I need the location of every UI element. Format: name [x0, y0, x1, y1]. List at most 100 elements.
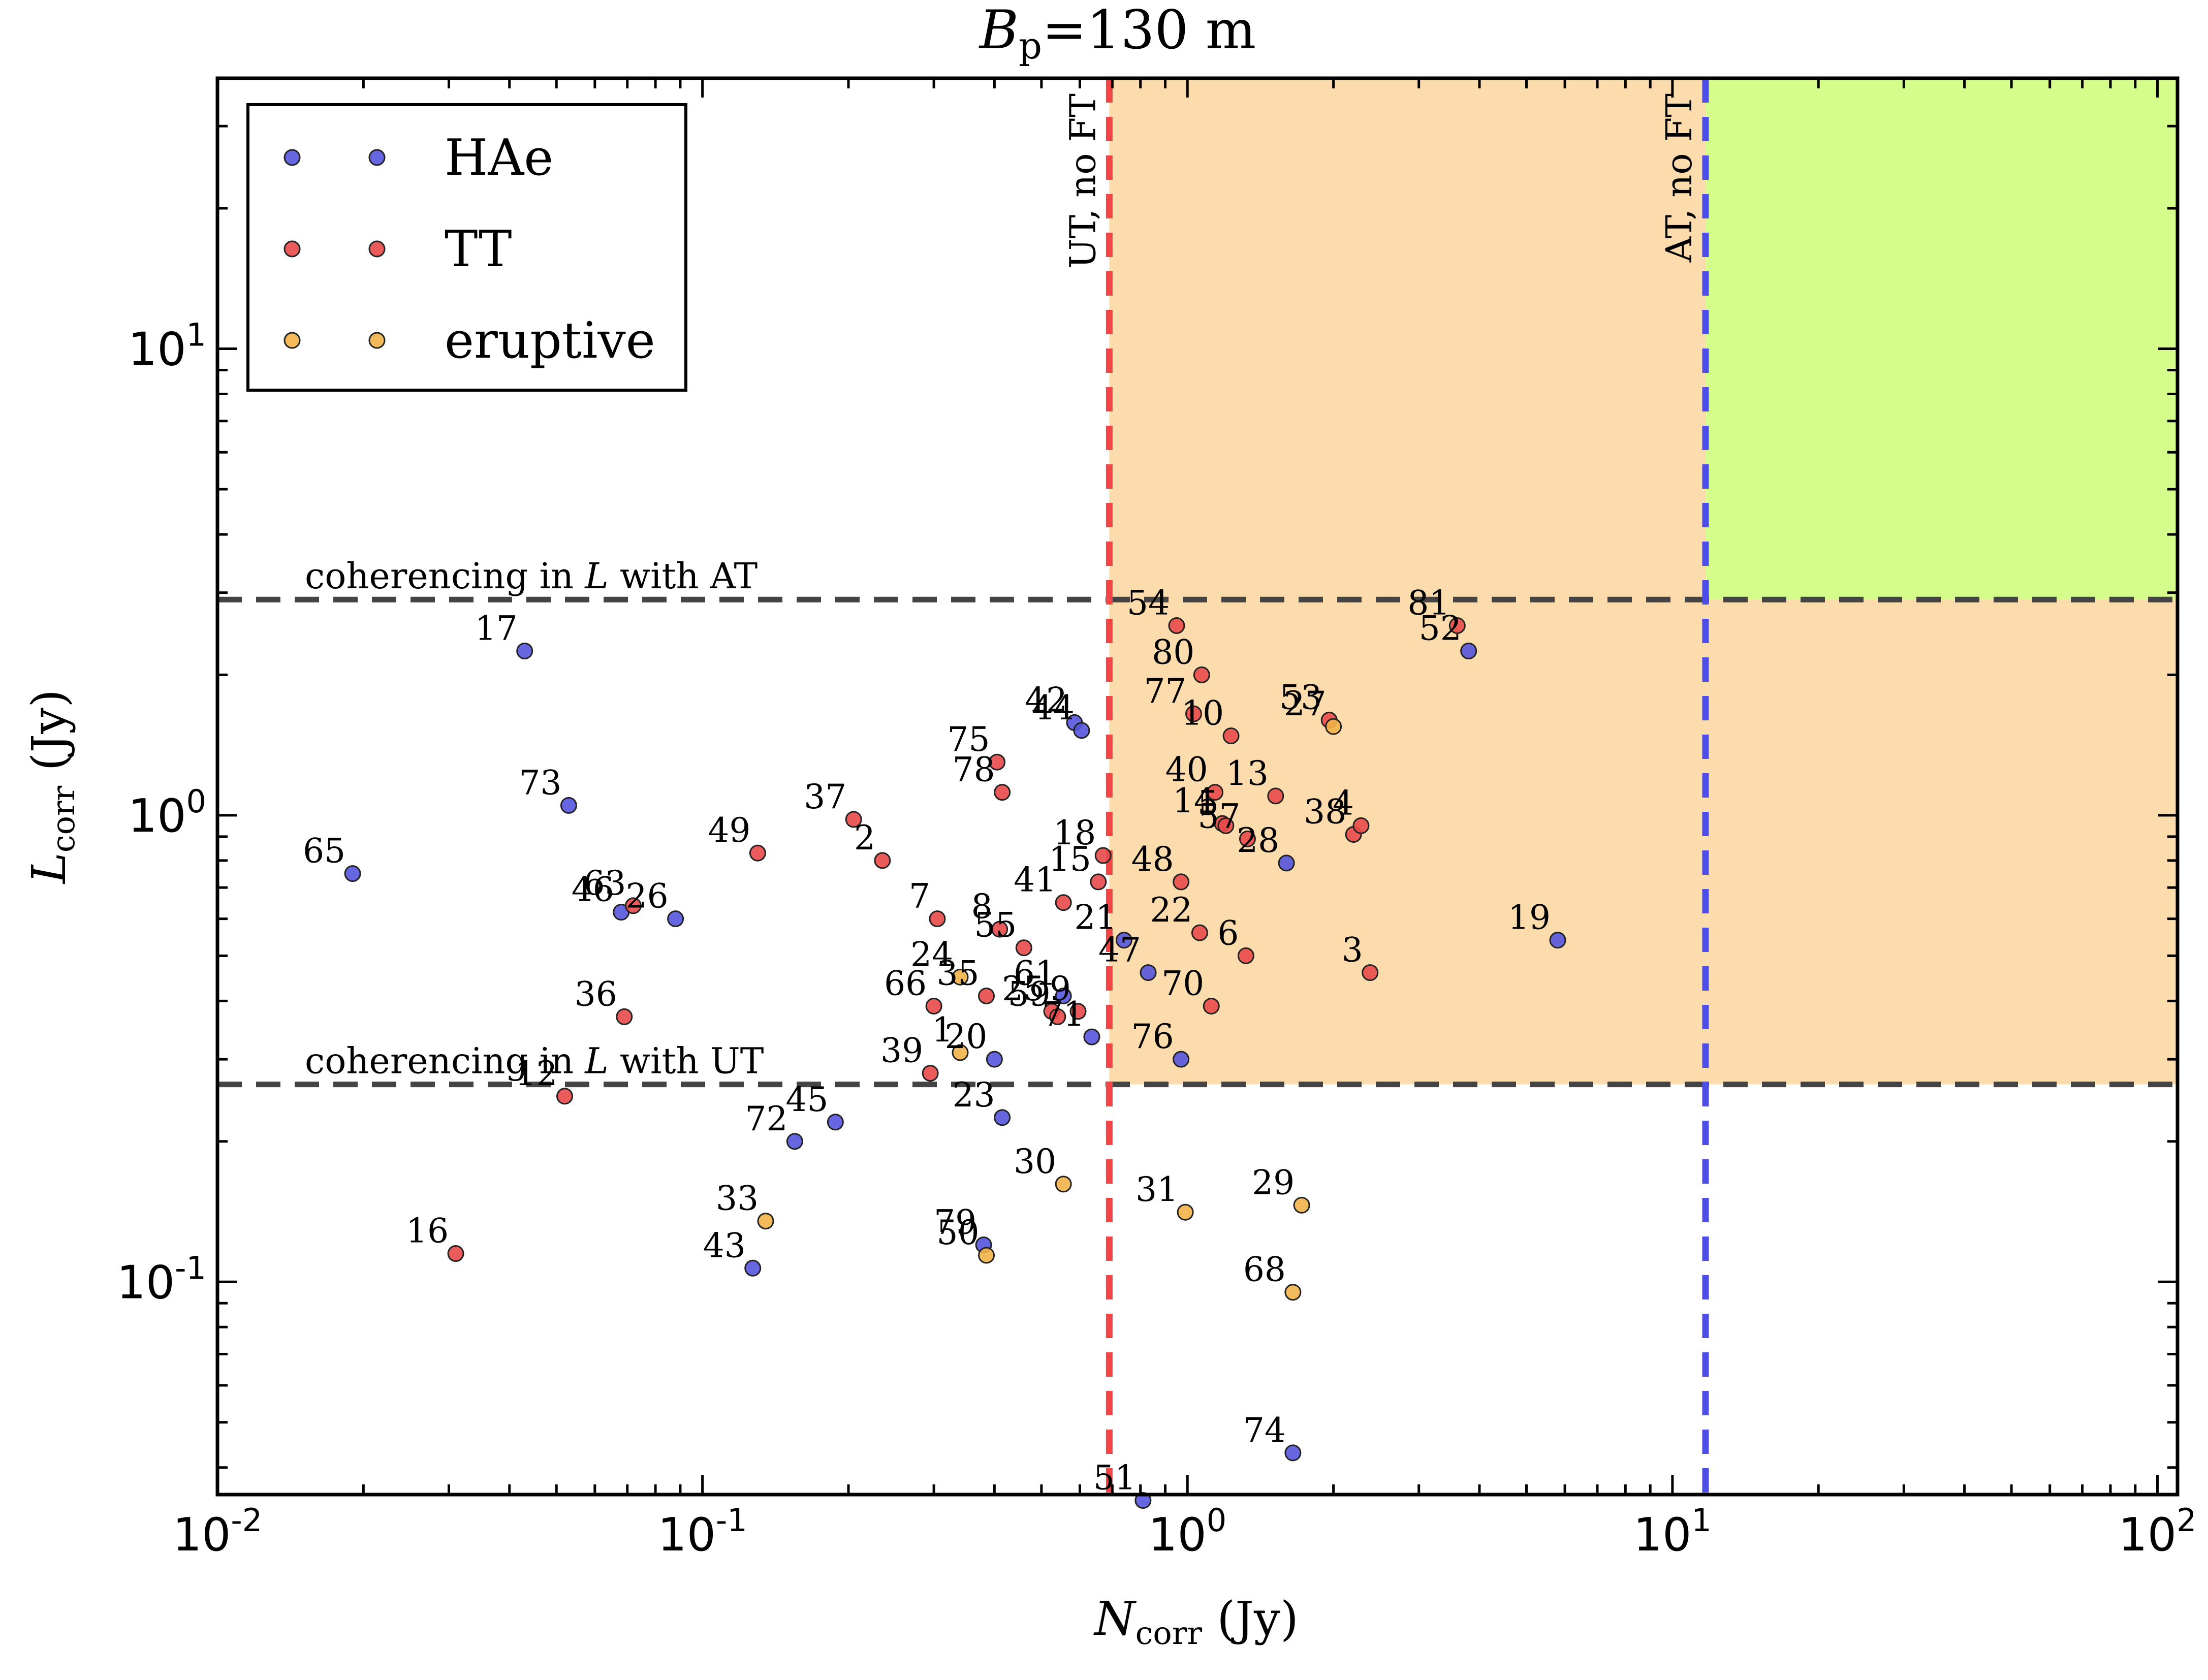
point-label-22: 22	[1150, 891, 1192, 930]
data-point-52	[1460, 642, 1477, 659]
y-tick-label-2: 101	[128, 316, 206, 376]
threshold-label-v-0: UT, no FT	[1062, 93, 1103, 269]
point-label-30: 30	[1014, 1142, 1056, 1181]
data-point-77	[1185, 705, 1202, 722]
threshold-label-v-1: AT, no FT	[1658, 93, 1700, 263]
data-point-78	[994, 784, 1011, 801]
data-point-20	[986, 1051, 1003, 1068]
point-label-18: 18	[1053, 813, 1096, 852]
data-point-57	[1239, 830, 1256, 847]
legend-marker-TT	[283, 240, 301, 258]
point-label-74: 74	[1243, 1411, 1286, 1450]
data-point-65	[344, 865, 361, 882]
data-point-6	[1237, 947, 1254, 964]
x-axis-label: Ncorr (Jy)	[1093, 1592, 1299, 1652]
point-label-27: 27	[1284, 684, 1327, 723]
data-point-74	[1284, 1444, 1302, 1462]
point-label-24: 24	[910, 935, 953, 974]
data-point-3	[1362, 964, 1379, 981]
point-label-79: 79	[934, 1203, 976, 1242]
data-point-63	[624, 897, 642, 914]
point-label-12: 12	[515, 1054, 558, 1093]
data-point-48	[1173, 873, 1190, 891]
data-point-22	[1191, 924, 1208, 941]
title-symbol: B	[979, 0, 1019, 61]
point-label-71: 71	[1042, 995, 1085, 1034]
data-point-21	[1115, 932, 1132, 949]
point-label-15: 15	[1049, 840, 1091, 879]
data-point-40	[1207, 784, 1224, 801]
point-label-13: 13	[1226, 754, 1269, 793]
data-point-37	[845, 811, 862, 828]
point-label-10: 10	[1181, 694, 1224, 733]
point-label-48: 48	[1131, 840, 1174, 879]
point-label-21: 21	[1074, 898, 1117, 937]
point-label-57: 57	[1197, 797, 1240, 836]
point-label-29: 29	[1252, 1163, 1295, 1202]
data-point-2	[874, 852, 891, 869]
point-label-3: 3	[1342, 931, 1363, 970]
point-label-52: 52	[1419, 609, 1462, 648]
data-point-23	[994, 1109, 1011, 1126]
point-label-73: 73	[519, 763, 561, 802]
data-point-50	[978, 1247, 995, 1264]
data-point-55	[1015, 939, 1032, 957]
chart-title: Bp=130 m	[979, 0, 1256, 67]
point-label-17: 17	[475, 609, 518, 648]
data-point-45	[827, 1114, 844, 1131]
x-tick-label-2: 100	[1148, 1502, 1226, 1562]
point-label-8: 8	[971, 887, 993, 926]
data-point-26	[667, 910, 684, 928]
point-label-38: 38	[1304, 792, 1346, 831]
y-axis-label: Lcorr (Jy)	[22, 689, 82, 884]
point-label-5: 5	[1197, 783, 1219, 822]
y-axis-rest: (Jy)	[22, 689, 76, 786]
data-point-59	[1049, 1008, 1066, 1025]
point-label-55: 55	[974, 906, 1017, 945]
data-point-81	[1448, 617, 1466, 635]
data-point-29	[1293, 1196, 1310, 1214]
data-point-68	[1284, 1284, 1302, 1301]
point-label-36: 36	[575, 974, 617, 1013]
title-subscript: p	[1019, 24, 1042, 67]
data-point-61	[1055, 987, 1072, 1004]
point-label-66: 66	[884, 964, 927, 1003]
data-point-30	[1055, 1176, 1072, 1193]
point-label-81: 81	[1407, 584, 1450, 623]
point-label-78: 78	[953, 750, 995, 789]
data-point-16	[447, 1245, 464, 1262]
point-label-4: 4	[1333, 783, 1354, 822]
data-point-43	[744, 1259, 762, 1277]
point-label-14: 14	[1173, 781, 1215, 820]
data-point-15	[1090, 873, 1107, 891]
data-point-71	[1083, 1028, 1100, 1045]
point-label-76: 76	[1131, 1017, 1174, 1056]
threshold-label-h-1: coherencing in L with UT	[305, 1040, 764, 1082]
point-label-70: 70	[1161, 964, 1204, 1003]
legend-marker-HAe	[368, 149, 386, 166]
point-label-16: 16	[406, 1212, 449, 1251]
vertical-threshold-lines: UT, no FT AT, no FT	[1062, 78, 1709, 1495]
point-label-75: 75	[948, 720, 990, 759]
x-tick-label-0: 10-2	[173, 1502, 262, 1562]
point-label-45: 45	[785, 1080, 828, 1119]
point-label-50: 50	[937, 1213, 980, 1252]
point-label-33: 33	[716, 1179, 759, 1218]
data-point-70	[1203, 997, 1220, 1015]
data-point-72	[786, 1133, 803, 1150]
point-label-47: 47	[1098, 931, 1141, 970]
data-point-75	[989, 753, 1006, 771]
legend-marker-TT	[368, 240, 386, 258]
data-point-49	[749, 844, 766, 862]
data-point-10	[1222, 727, 1240, 745]
data-point-73	[560, 797, 577, 814]
point-label-77: 77	[1144, 672, 1187, 711]
data-point-31	[1177, 1203, 1194, 1221]
legend-label-TT: TT	[445, 220, 512, 278]
point-label-54: 54	[1127, 584, 1170, 623]
point-label-31: 31	[1135, 1170, 1178, 1209]
y-axis-subscript: corr	[45, 785, 82, 852]
point-label-42: 42	[1025, 680, 1067, 719]
